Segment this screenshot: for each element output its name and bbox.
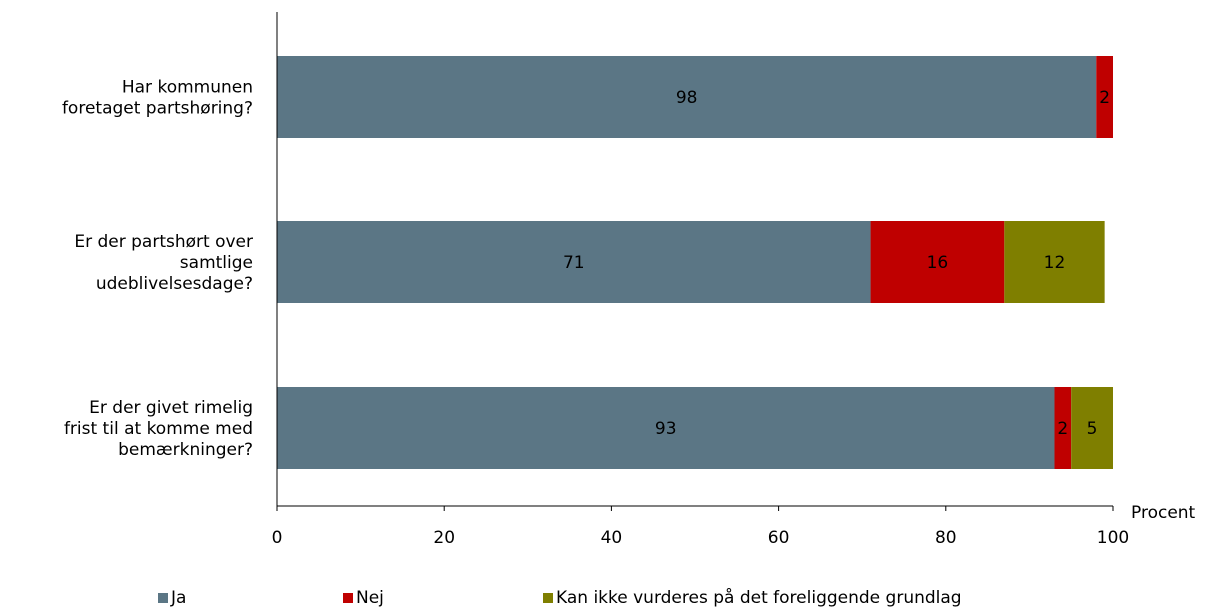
category-label: Er der givet rimelig frist til at komme m…: [64, 398, 253, 460]
data-label: 71: [563, 253, 585, 273]
category-label: Har kommunen foretaget partshøring?: [62, 78, 253, 119]
x-tick-label: 100: [1097, 528, 1129, 548]
data-label: 16: [927, 253, 949, 273]
legend: Ja Nej Kan ikke vurderes på det foreliggen…: [158, 587, 962, 608]
bar-segment: [1096, 56, 1113, 138]
x-tick-label: 80: [935, 528, 957, 548]
data-label: 12: [1044, 253, 1066, 273]
bar-segment: [277, 56, 1097, 138]
x-tick-label: 20: [433, 528, 455, 548]
data-label: 98: [676, 88, 698, 108]
category-labels: Har kommunen foretaget partshøring? Er der…: [62, 78, 253, 461]
bar-segment: [1054, 387, 1072, 469]
data-label: 93: [655, 419, 677, 439]
legend-label: Ja: [170, 588, 186, 608]
data-label: 5: [1087, 419, 1098, 439]
legend-label: Nej: [356, 588, 384, 608]
x-tick-label: 60: [768, 528, 790, 548]
x-tick-label: 0: [272, 528, 283, 548]
legend-label: Kan ikke vurderes på det foreliggende gr…: [556, 587, 962, 608]
x-tick-label: 40: [601, 528, 623, 548]
legend-swatch: [543, 593, 553, 603]
x-axis-ticks: 0 20 40 60 80 100: [272, 506, 1129, 548]
legend-swatch: [343, 593, 353, 603]
bar-segment: [277, 387, 1055, 469]
bar-segment: [277, 221, 871, 303]
x-axis-title: Procent: [1131, 503, 1196, 523]
data-label: 2: [1057, 419, 1068, 439]
bar-segment: [1004, 221, 1105, 303]
category-label: Er der partshørt over samtlige udeblivelse…: [74, 232, 253, 294]
bar-segment: [1071, 387, 1113, 469]
bar-segment: [870, 221, 1005, 303]
legend-swatch: [158, 593, 168, 603]
data-label: 2: [1099, 88, 1110, 108]
